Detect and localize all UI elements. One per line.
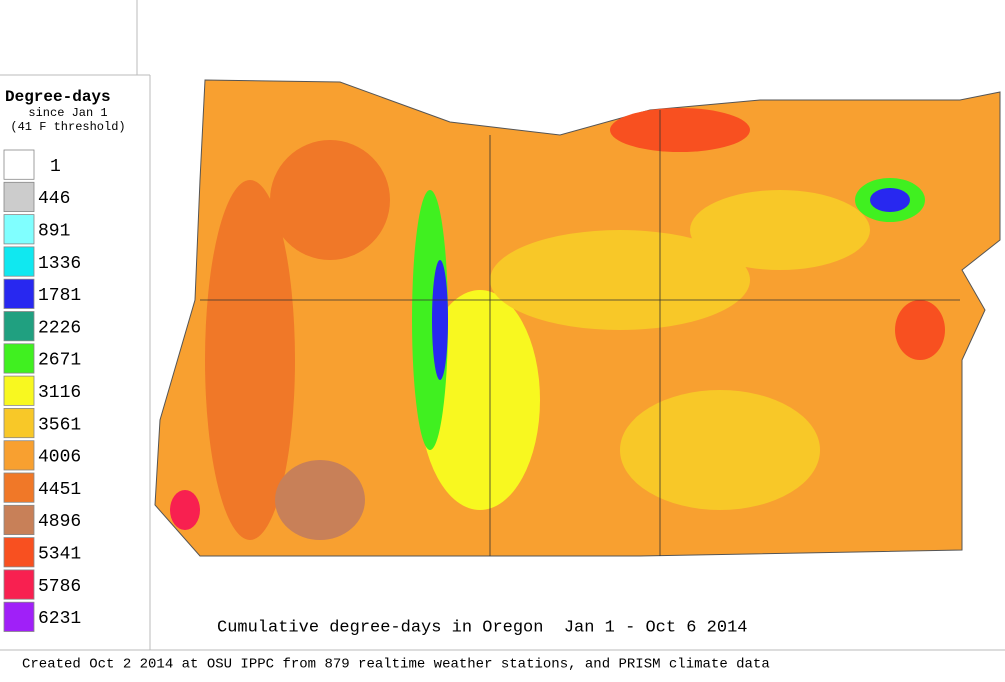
- legend-swatch: [3, 472, 35, 503]
- map: [154, 79, 1001, 557]
- legend-swatch: [3, 375, 35, 406]
- legend-label: 3116: [38, 383, 81, 403]
- legend-swatch: [3, 407, 35, 439]
- legend-swatch: [3, 311, 35, 342]
- legend-label: 4896: [38, 512, 81, 532]
- legend-label: 891: [38, 222, 70, 242]
- legend-label: 2226: [38, 318, 81, 338]
- legend-label: 1: [50, 157, 61, 177]
- legend-subtitle: since Jan 1: [28, 106, 107, 120]
- terrain: [620, 390, 820, 510]
- terrain: [432, 260, 448, 380]
- terrain: [275, 460, 365, 540]
- footer: Created Oct 2 2014 at OSU IPPC from 879 …: [22, 657, 770, 673]
- terrain: [895, 300, 945, 360]
- legend-note: (41 F threshold): [10, 120, 125, 134]
- legend-swatch: [3, 278, 35, 309]
- map-caption: Cumulative degree-days in Oregon Jan 1 -…: [217, 618, 748, 637]
- legend-title: Degree-days: [5, 88, 111, 106]
- terrain: [610, 108, 750, 152]
- terrain: [270, 140, 390, 260]
- legend-label: 4451: [38, 480, 81, 500]
- terrain: [170, 490, 200, 530]
- legend-swatch: [3, 149, 35, 180]
- legend-label: 3561: [38, 415, 81, 435]
- legend: 1 446 891 1336 1781 2226 2671 3116 3561 4006 4451 4…: [3, 149, 81, 632]
- legend-label: 6231: [38, 609, 81, 629]
- legend-swatch: [3, 601, 35, 632]
- terrain: [412, 190, 448, 450]
- legend-label: 5786: [38, 577, 81, 597]
- terrain: [490, 230, 750, 330]
- legend-label: 1336: [38, 254, 81, 274]
- legend-swatch: [3, 181, 35, 213]
- legend-swatch: [3, 214, 35, 245]
- legend-swatch: [3, 343, 35, 374]
- legend-swatch: [3, 569, 35, 600]
- legend-swatch: [3, 504, 35, 535]
- legend-swatch: [3, 440, 35, 471]
- legend-swatch: [3, 537, 35, 568]
- terrain: [205, 180, 295, 540]
- legend-label: 5341: [38, 545, 81, 565]
- legend-label: 2671: [38, 351, 81, 371]
- legend-label: 4006: [38, 448, 81, 468]
- legend-label: 1781: [38, 286, 81, 306]
- terrain: [420, 290, 540, 510]
- terrain: [870, 188, 910, 212]
- terrain: [690, 190, 870, 270]
- legend-swatch: [3, 246, 35, 277]
- legend-label: 446: [38, 189, 70, 209]
